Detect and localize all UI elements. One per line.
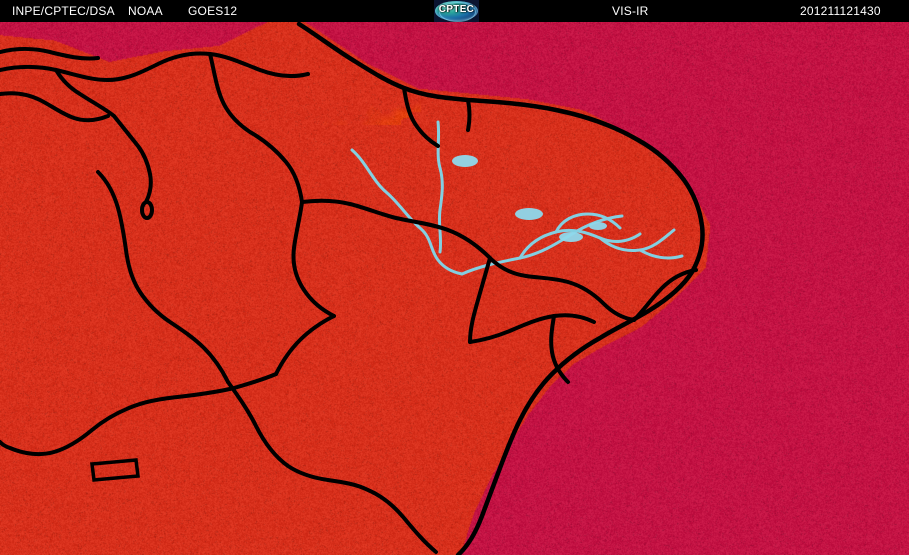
logo-text: CPTEC (438, 4, 475, 15)
cptec-globe-logo-icon: CPTEC (434, 0, 479, 22)
header-agency-label: INPE/CPTEC/DSA (12, 4, 115, 18)
satellite-image-area (0, 22, 909, 555)
small-boundary-box (90, 458, 140, 482)
satellite-raster-canvas (0, 22, 909, 555)
northern-border (0, 47, 310, 118)
geographic-boundary-overlay (0, 22, 705, 555)
coastline (296, 22, 705, 555)
header-timestamp-label: 201211121430 (800, 4, 881, 18)
lake-features (452, 155, 607, 242)
image-header-bar: INPE/CPTEC/DSA NOAA GOES12 CPTEC VIS-IR … (0, 0, 909, 22)
header-satellite-owner-label: NOAA (128, 4, 163, 18)
upper-left-river-detail (0, 91, 154, 220)
header-satellite-label: GOES12 (188, 4, 238, 18)
state-borders (0, 52, 698, 554)
header-channel-label: VIS-IR (612, 4, 649, 18)
river-lines (350, 120, 684, 276)
globe-meridian-icon (439, 2, 476, 22)
